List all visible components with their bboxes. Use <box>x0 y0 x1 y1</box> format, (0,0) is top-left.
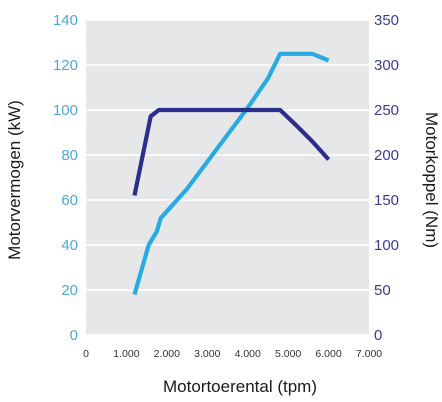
series-line-torque <box>132 107 331 196</box>
left-tick-label: 100 <box>53 102 78 119</box>
right-tick-label: 300 <box>374 57 399 74</box>
series-line-power <box>132 51 330 296</box>
plot-area <box>86 20 369 335</box>
x-axis-title: Motortoerental (tpm) <box>163 377 317 396</box>
x-tick-label: 1.000 <box>113 348 139 360</box>
right-axis-ticks: 0 50 100 150 200 250 300 350 <box>374 12 399 344</box>
x-tick-label: 4.000 <box>235 348 261 360</box>
left-tick-label: 60 <box>61 192 78 209</box>
left-tick-label: 120 <box>53 57 78 74</box>
left-tick-label: 0 <box>70 327 78 344</box>
left-tick-label: 40 <box>61 237 78 254</box>
right-tick-label: 150 <box>374 192 399 209</box>
right-tick-label: 250 <box>374 102 399 119</box>
left-tick-label: 20 <box>61 282 78 299</box>
x-tick-label: 5.000 <box>275 348 301 360</box>
right-tick-label: 350 <box>374 12 399 29</box>
left-axis-title: Motorvermogen (kW) <box>5 100 24 260</box>
left-axis-ticks: 0 20 40 60 80 100 120 140 <box>53 12 78 344</box>
x-tick-label: 6.000 <box>315 348 341 360</box>
right-tick-label: 100 <box>374 237 399 254</box>
left-tick-label: 140 <box>53 12 78 29</box>
right-tick-label: 200 <box>374 147 399 164</box>
right-tick-label: 0 <box>374 327 382 344</box>
right-tick-label: 50 <box>374 282 391 299</box>
x-tick-label: 0 <box>83 348 89 360</box>
left-tick-label: 80 <box>61 147 78 164</box>
x-tick-label: 2.000 <box>154 348 180 360</box>
x-axis-ticks: 0 1.000 2.000 3.000 4.000 5.000 6.000 7.000 <box>83 348 382 360</box>
series-lines <box>132 51 331 296</box>
x-tick-label: 3.000 <box>194 348 220 360</box>
x-tick-label: 7.000 <box>356 348 382 360</box>
right-axis-title: Motorkoppel (Nm) <box>422 112 441 248</box>
